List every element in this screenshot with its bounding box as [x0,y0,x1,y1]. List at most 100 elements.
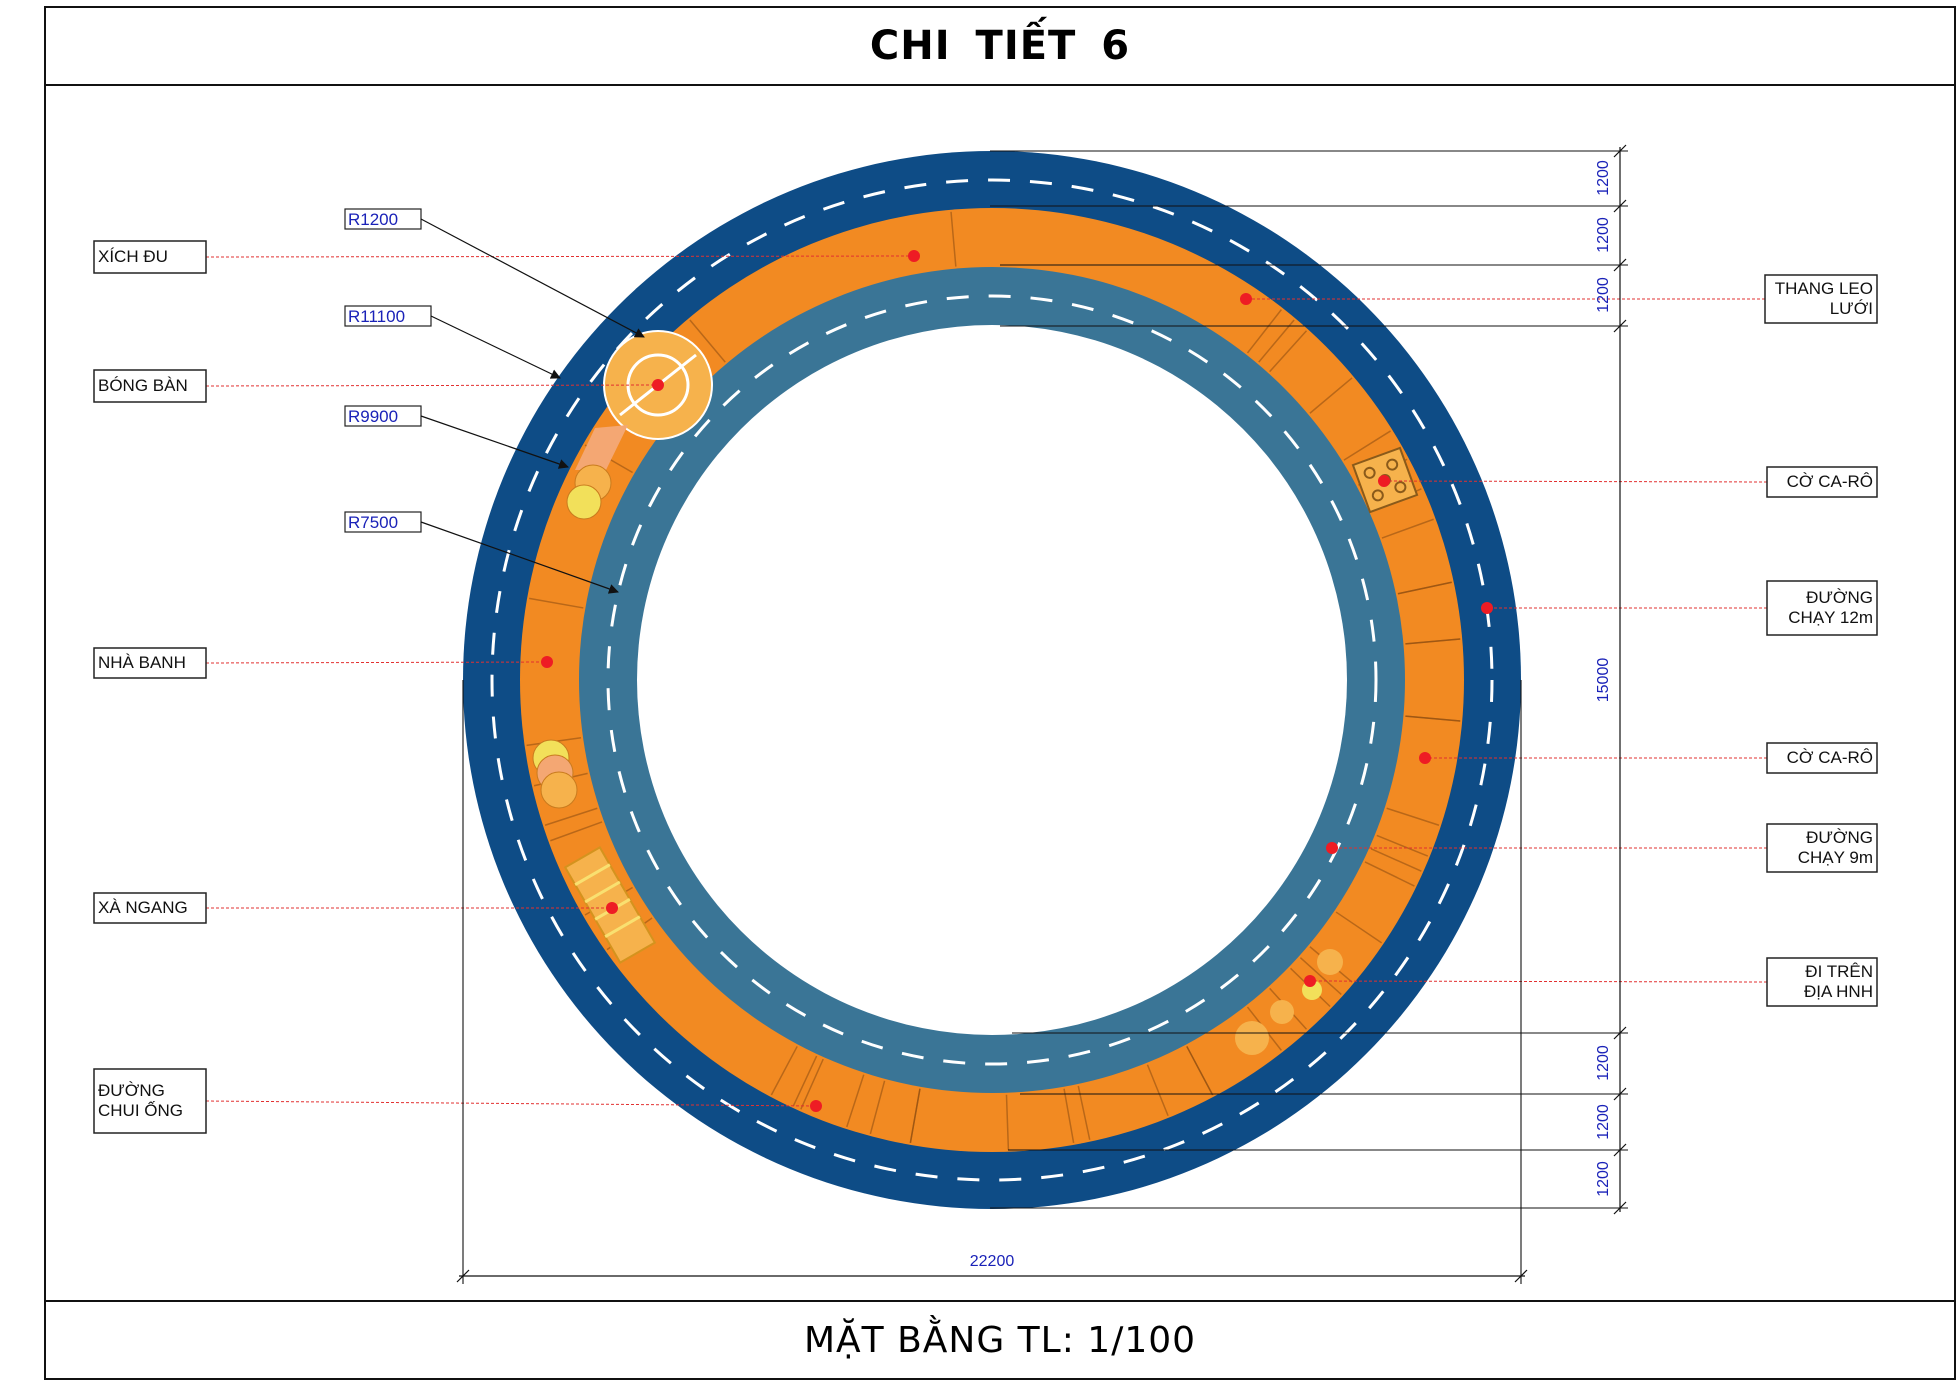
leader-line [1309,980,1768,983]
central-lawn [637,325,1347,1035]
label-text: ĐƯỜNG [1806,588,1873,607]
dimension-tick [1613,1201,1627,1215]
callout-marker [1304,975,1316,987]
outer-track-lane-marking [490,178,1494,1182]
label-text: ĐƯỜNG [98,1081,165,1100]
dimension-tick [1613,258,1627,272]
band-divider [1343,430,1391,461]
dimension-tick [1613,319,1627,333]
label-text: XÍCH ĐU [98,247,168,266]
band-divider [1309,377,1353,414]
label-text: CHẠY 9m [1798,848,1873,867]
swing-seats [566,425,628,520]
band-divider [1077,1085,1091,1140]
label-text: CỜ CA-RÔ [1787,748,1873,767]
dimension-tick [1613,1087,1627,1101]
band-divider [550,821,603,842]
radius-callouts: R1200 R11100 R9900 R7500 [344,208,645,594]
callout-marker [1326,842,1338,854]
leader-line [205,384,659,387]
label-text: ĐI TRÊN [1805,962,1873,981]
dimension-tick [1613,144,1627,158]
band-divider [950,211,957,267]
band-divider [1370,848,1422,872]
play-equipment [532,330,1419,1055]
label-text: XÀ NGANG [98,898,188,917]
band-divider [1405,638,1461,645]
scale-caption: MẶT BẰNG TL: 1/100 [803,1319,1197,1361]
label-text: LƯỚI [1830,299,1873,318]
label-text: ĐỊA HNH [1804,982,1873,1001]
dimension-tick [456,1269,470,1283]
label-box [1766,742,1878,774]
dimension-value: 1200 [1595,1045,1612,1081]
label-text: CHUI ỐNG [98,1100,183,1120]
ball-house-balls [532,739,578,809]
band-divider [689,319,726,363]
band-divider [1146,1064,1169,1117]
label-box [93,647,207,679]
label-box [1766,580,1878,636]
label-text: THANG LEO [1775,279,1873,298]
callout-marker [652,379,664,391]
band-divider [846,1074,865,1128]
band-divider [1258,319,1295,363]
dimension-value: 1200 [1595,217,1612,253]
band-divider [792,1055,818,1107]
leader-line [1383,480,1768,483]
label-box [93,892,207,924]
callout-marker [810,1100,822,1112]
label-box [93,240,207,274]
band-divider [1381,518,1434,539]
band-divider [1397,581,1452,595]
footer-bar: MẶT BẰNG TL: 1/100 [46,1300,1954,1378]
label-text: CHẠY 12m [1788,608,1873,627]
band-divider [1269,330,1308,373]
radius-leader [420,415,569,469]
label-box [1764,274,1878,324]
band-divider [529,597,584,609]
band-divider [1364,861,1415,887]
band-divider [1186,1046,1214,1096]
callout-marker [541,656,553,668]
dimension-tick [1613,1026,1627,1040]
title-bar: CHI TIẾT 6 [46,8,1954,86]
dimension-value: 1200 [1595,277,1612,313]
inner-track-lane-marking [606,294,1378,1066]
drawing-frame: CHI TIẾT 6 MẶT BẰNG TL: 1/100 [44,6,1956,1380]
callout-markers [541,250,1493,1112]
label-box [93,369,207,403]
band-divider [909,1088,921,1143]
band-divider [869,1080,886,1135]
dimension-value: 22200 [970,1253,1015,1270]
dimension-tick [1613,199,1627,213]
band-divider [1335,911,1383,944]
band-divider [1063,1088,1075,1143]
terrain-walk-stones [1235,949,1343,1055]
band-divider [800,1058,824,1110]
label-text: BÓNG BÀN [98,376,188,395]
callout-marker [1378,475,1390,487]
dimension-tick [1514,1269,1528,1283]
band-divider [1376,834,1429,857]
label-text: ĐƯỜNG [1806,828,1873,847]
callout-marker [1481,602,1493,614]
label-box [1766,823,1878,873]
dimension-value: 1200 [1595,160,1612,196]
band-divider [1386,807,1440,826]
dimension-tick [1613,1143,1627,1157]
band-divider [1246,309,1282,354]
callout-marker [1419,752,1431,764]
dimension-value: 1200 [1595,1161,1612,1197]
radius-label: R7500 [348,513,398,532]
radius-leader [420,521,619,594]
label-box [1766,957,1878,1007]
leader-line [205,1100,817,1107]
label-box [93,1068,207,1134]
label-text: CỜ CA-RÔ [1787,472,1873,491]
label-box [1766,466,1878,498]
callout-marker [606,902,618,914]
band-divider [544,807,598,826]
radius-label: R9900 [348,407,398,426]
